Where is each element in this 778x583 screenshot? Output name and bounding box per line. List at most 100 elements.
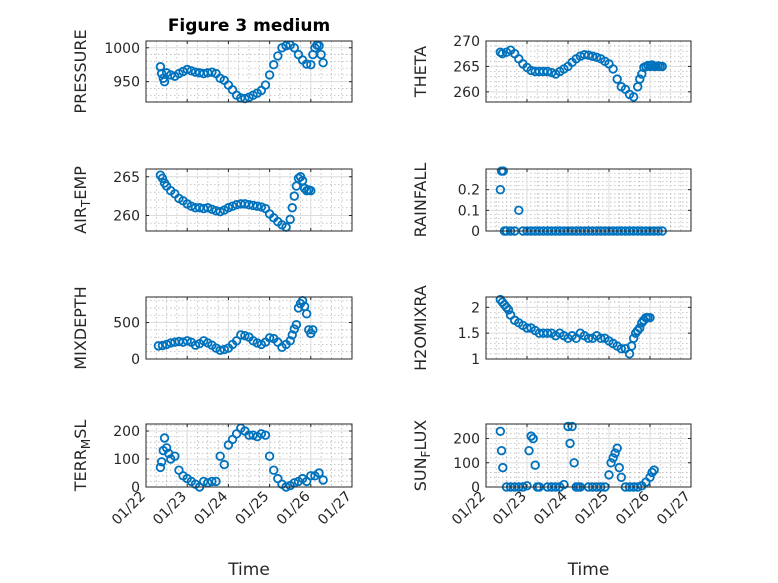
y-tick-label: 265 — [113, 170, 140, 186]
data-point — [215, 345, 225, 355]
data-point — [289, 43, 300, 53]
data-point — [252, 201, 262, 211]
y-tick-label: 1.5 — [458, 326, 480, 342]
data-point — [524, 445, 534, 456]
data-point — [628, 333, 639, 344]
data-point — [219, 344, 229, 355]
data-point — [281, 41, 291, 51]
data-point — [514, 205, 524, 216]
data-point — [596, 333, 606, 344]
data-point — [495, 184, 506, 195]
series-h2omixra — [495, 294, 655, 359]
data-point — [291, 320, 302, 330]
data-point — [318, 475, 328, 485]
data-point — [522, 323, 532, 333]
data-point — [156, 457, 167, 467]
data-point — [614, 462, 624, 473]
data-point — [498, 166, 508, 176]
data-point — [647, 467, 657, 478]
axes-box — [145, 423, 353, 488]
data-point — [293, 303, 304, 313]
data-point — [161, 339, 172, 350]
axes-box — [145, 40, 353, 103]
data-point — [157, 340, 168, 351]
y-axis-label: AIRTEMP — [71, 166, 93, 234]
y-tick-label: 260 — [453, 85, 480, 101]
y-tick-label: 100 — [113, 452, 140, 468]
data-point — [542, 328, 553, 338]
axes-box — [485, 168, 692, 232]
subplot-pressure: 950 1000 PRESSURE Figure 3 medium — [71, 16, 353, 114]
data-point — [289, 324, 300, 334]
data-point — [612, 443, 622, 453]
data-point — [240, 330, 250, 341]
data-point — [612, 74, 622, 84]
x-axis-label: Time — [227, 560, 270, 580]
data-point — [306, 60, 316, 70]
y-axis-label: PRESSURE — [71, 29, 90, 113]
x-tick-label: 01/26 — [274, 488, 314, 528]
data-point — [522, 481, 532, 491]
x-tick-label: 01/24 — [191, 488, 231, 528]
data-point — [157, 173, 168, 183]
y-tick-label: 0 — [131, 480, 140, 496]
data-point — [608, 64, 618, 74]
data-point — [649, 465, 659, 475]
data-point — [563, 421, 573, 432]
data-point — [495, 426, 506, 436]
y-axis-label: TERRMSL — [71, 420, 93, 493]
axes-box — [145, 296, 353, 360]
data-point — [207, 67, 217, 77]
data-point — [236, 330, 246, 340]
x-tick-label: 01/27 — [315, 489, 355, 529]
subplot-air_temp: 260 265 AIRTEMP — [71, 166, 353, 234]
data-point — [190, 340, 201, 350]
y-axis-label: THETA — [411, 46, 430, 98]
data-point — [182, 336, 192, 346]
data-point — [314, 468, 324, 478]
data-point — [156, 68, 167, 79]
data-point — [215, 451, 225, 461]
data-point — [182, 64, 192, 75]
data-point — [264, 70, 275, 80]
data-point — [285, 214, 295, 225]
data-point — [264, 333, 275, 343]
x-tick-label: 01/27 — [654, 489, 694, 529]
y-tick-label: 500 — [113, 316, 140, 332]
x-tick-label: 01/25 — [233, 489, 273, 529]
data-point — [248, 200, 258, 211]
data-point — [587, 51, 598, 61]
subplot-theta: 260 265 270 THETA — [411, 34, 692, 103]
data-point — [610, 448, 620, 458]
data-point — [606, 458, 616, 468]
y-tick-label: 2 — [471, 300, 480, 316]
y-tick-label: 0 — [471, 224, 480, 240]
y-tick-label: 0.2 — [458, 183, 480, 199]
series-pressure — [155, 40, 328, 104]
axes-background — [146, 297, 352, 359]
y-tick-label: 0.1 — [458, 203, 480, 219]
data-point — [498, 462, 508, 473]
y-tick-label: 100 — [453, 456, 480, 472]
data-point — [635, 74, 645, 84]
subplot-h2omixra: 1 1.5 2 H2OMIXRA — [411, 285, 692, 371]
x-tick-label: 01/22 — [449, 489, 489, 529]
y-tick-label: 270 — [453, 34, 480, 50]
data-point — [240, 199, 250, 209]
data-point — [264, 451, 275, 461]
x-tick-label: 01/25 — [572, 489, 612, 529]
axes-box — [485, 423, 692, 488]
axes-box — [145, 168, 353, 232]
data-point — [260, 80, 271, 90]
data-point — [542, 66, 553, 77]
x-tick-label: 01/23 — [490, 489, 530, 529]
chart-title: Figure 3 medium — [168, 16, 330, 36]
data-point — [495, 47, 506, 57]
data-point — [301, 309, 312, 319]
data-point — [604, 470, 614, 480]
data-point — [269, 465, 279, 475]
data-point — [269, 60, 279, 70]
data-point — [285, 336, 295, 346]
data-point — [583, 50, 594, 60]
data-point — [316, 49, 326, 60]
